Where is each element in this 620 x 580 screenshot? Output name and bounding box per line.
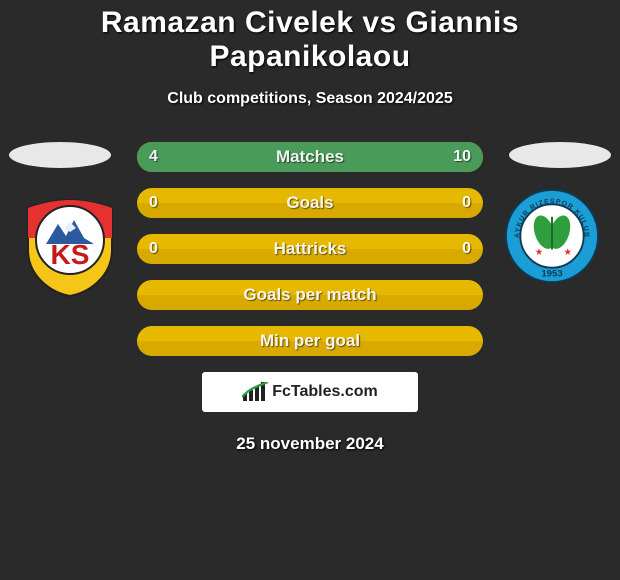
subtitle: Club competitions, Season 2024/2025 [0,90,620,108]
stat-bar-value-left: 0 [149,188,158,218]
stat-bar-label: Hattricks [137,234,483,264]
stat-bar: Goals per match [137,280,483,310]
page-title: Ramazan Civelek vs Giannis Papanikolaou [0,6,620,74]
stat-bar-label: Matches [137,142,483,172]
main-area: KS CAYKUR RIZESPOR KULUBU ★ ★ [0,142,620,454]
shadow-ellipse-right [509,142,611,168]
stat-bar-label: Goals [137,188,483,218]
stat-bar: Goals0 0 [137,188,483,218]
kayserispor-crest-icon: KS [20,198,120,298]
stat-bar-value-left: 4 [149,142,158,172]
rizespor-crest-icon: CAYKUR RIZESPOR KULUBU ★ ★ 1953 [504,188,600,284]
stat-bar-value-right: 0 [462,188,471,218]
svg-text:1953: 1953 [541,268,562,279]
brand-badge: FcTables.com [202,372,418,412]
comparison-bars: Matches410Goals00Hattricks00Goals per ma… [137,142,483,356]
team-crest-right: CAYKUR RIZESPOR KULUBU ★ ★ 1953 [504,188,600,284]
bars-chart-icon [242,382,268,402]
svg-text:★: ★ [535,247,544,258]
stat-bar-value-left: 0 [149,234,158,264]
team-crest-left: KS [20,198,120,298]
comparison-infographic: Ramazan Civelek vs Giannis Papanikolaou … [0,0,620,454]
stat-bar: Matches4 10 [137,142,483,172]
stat-bar-label: Goals per match [137,280,483,310]
stat-bar-value-right: 0 [462,234,471,264]
shadow-ellipse-left [9,142,111,168]
svg-text:KS: KS [51,239,90,270]
stat-bar-value-right: 10 [453,142,471,172]
stat-bar-label: Min per goal [137,326,483,356]
brand-text: FcTables.com [272,383,378,401]
svg-text:★: ★ [564,247,573,258]
stat-bar: Min per goal [137,326,483,356]
date-label: 25 november 2024 [0,434,620,454]
stat-bar: Hattricks0 0 [137,234,483,264]
